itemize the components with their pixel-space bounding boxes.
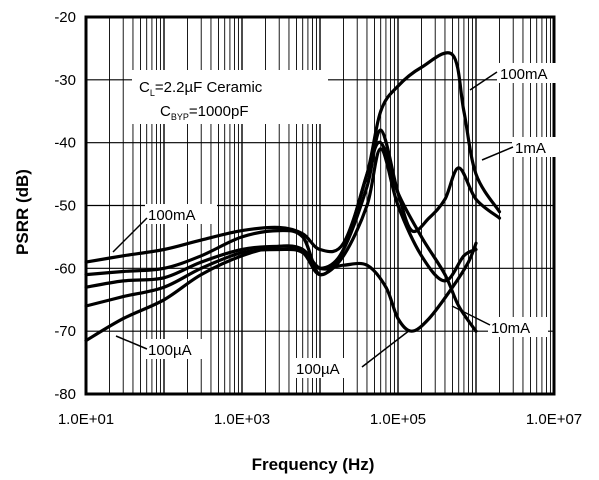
series-label-1mA: 1mA <box>515 140 546 157</box>
y-tick-labels: -80 -70 -60 -50 -40 -30 -20 <box>54 9 76 403</box>
conditions-background <box>132 70 328 124</box>
x-tick-label: 1.0E+07 <box>526 411 582 428</box>
series-line-1 <box>84 128 502 277</box>
series-label-100uA-bottom: 100µA <box>296 361 340 378</box>
series-label-100mA-left: 100mA <box>148 207 196 224</box>
x-tick-label: 1.0E+03 <box>214 411 270 428</box>
x-tick-labels: 1.0E+01 1.0E+03 1.0E+05 1.0E+07 <box>58 411 582 428</box>
y-tick-label: -60 <box>54 260 76 277</box>
y-tick-label: -20 <box>54 9 76 26</box>
label-bg-100mA-left <box>145 204 217 224</box>
series-line-3 <box>84 241 478 343</box>
series-line-0 <box>84 51 502 264</box>
plot-frame <box>84 15 556 396</box>
leader-100uA-bottom <box>361 329 411 368</box>
label-bg-1mA <box>512 137 558 157</box>
leader-100uA-left <box>115 335 148 350</box>
y-tick-label: -40 <box>54 135 76 152</box>
label-bg-10mA <box>488 317 548 337</box>
series-label-100uA-left: 100µA <box>148 342 192 359</box>
series-group <box>84 51 502 343</box>
y-axis-title: PSRR (dB) <box>13 169 32 255</box>
x-axis-title: Frequency (Hz) <box>252 455 375 474</box>
series-line-2 <box>84 140 478 333</box>
label-bg-100mA-right <box>497 63 572 83</box>
x-tick-label: 1.0E+05 <box>370 411 426 428</box>
y-tick-label: -80 <box>54 386 76 403</box>
y-tick-label: -30 <box>54 72 76 89</box>
y-tick-label: -70 <box>54 323 76 340</box>
x-tick-label: 1.0E+01 <box>58 411 114 428</box>
series-label-10mA: 10mA <box>491 320 530 337</box>
series-line-4 <box>84 147 478 308</box>
conditions-line-1: CL=2.2µF Ceramic <box>139 79 263 98</box>
leader-100mA-left <box>112 217 148 253</box>
conditions-line-2: CBYP=1000pF <box>160 103 249 122</box>
leader-10mA <box>451 305 491 326</box>
leader-1mA <box>481 146 514 161</box>
series-label-100mA-right: 100mA <box>500 66 548 83</box>
label-bg-100uA-bottom <box>293 358 355 378</box>
label-bg-100uA-left <box>145 339 205 359</box>
y-tick-label: -50 <box>54 198 76 215</box>
leader-100mA-right <box>469 71 498 91</box>
